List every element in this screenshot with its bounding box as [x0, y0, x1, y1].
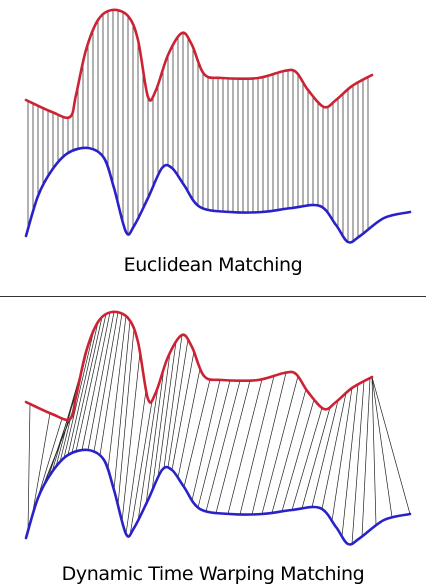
dtw-connector-line: [129, 401, 153, 536]
dtw-connector-line: [291, 407, 323, 511]
dtw-connector-line: [191, 379, 221, 501]
dtw-panel: [24, 310, 412, 546]
dtw-connector-lines: [27, 311, 411, 544]
dtw-connector-line: [171, 351, 195, 471]
dtw-connector-line: [271, 389, 307, 513]
dtw-connector-line: [107, 315, 127, 470]
dtw-connector-line: [371, 376, 411, 515]
dtw-connector-line: [251, 372, 287, 515]
euclidean-caption: Euclidean Matching: [123, 254, 303, 276]
dtw-connector-line: [183, 379, 211, 488]
dtw-connector-line: [137, 386, 159, 521]
dtw-connector-line: [331, 387, 353, 522]
dtw-connector-line: [177, 368, 201, 478]
dtw-connector-line: [167, 339, 189, 468]
dtw-connector-line: [351, 381, 365, 544]
dtw-connector-line: [67, 321, 99, 456]
dtw-connector-line: [361, 377, 371, 537]
dtw-connector-line: [301, 407, 331, 509]
euclidean-blue-series: [24, 146, 412, 244]
euclidean-red-series: [24, 8, 374, 120]
dtw-connector-line: [75, 313, 107, 452]
dtw-connector-line: [261, 376, 299, 515]
dtw-blue-series: [24, 448, 412, 546]
dtw-connector-line: [27, 403, 31, 531]
dtw-connector-line: [321, 392, 347, 510]
dtw-connector-line: [117, 328, 135, 506]
dtw-connector-line: [197, 380, 231, 508]
dtw-connector-line: [311, 400, 339, 508]
dtw-connector-line: [87, 311, 115, 451]
dtw-connector-line: [63, 329, 95, 458]
dtw-connector-line: [93, 312, 119, 452]
dtw-connector-line: [163, 334, 183, 469]
dtw-connector-line: [151, 352, 171, 492]
dtw-connector-line: [371, 376, 377, 526]
dtw-connector-line: [205, 380, 241, 512]
panel-divider: [0, 296, 426, 297]
dtw-connector-line: [281, 399, 315, 512]
euclidean-connector-lines: [27, 9, 369, 242]
dtw-connector-line: [341, 384, 359, 537]
dtw-red-series: [24, 310, 374, 422]
dtw-connector-line: [371, 376, 393, 518]
dtw-connector-line: [157, 341, 177, 478]
dtw-connector-line: [121, 352, 141, 522]
dtw-connector-line: [81, 312, 111, 451]
dtw-caption: Dynamic Time Warping Matching: [61, 563, 365, 585]
dtw-connector-line: [239, 375, 275, 515]
dtw-connector-line: [31, 413, 51, 517]
dtw-connector-line: [125, 390, 147, 535]
euclidean-panel: [24, 8, 412, 244]
dtw-connector-line: [99, 313, 123, 456]
dtw-connector-line: [215, 380, 251, 514]
dtw-connector-line: [145, 367, 165, 505]
dtw-connector-line: [227, 379, 263, 514]
dtw-connector-line: [71, 316, 103, 453]
dtw-connector-line: [113, 320, 131, 491]
